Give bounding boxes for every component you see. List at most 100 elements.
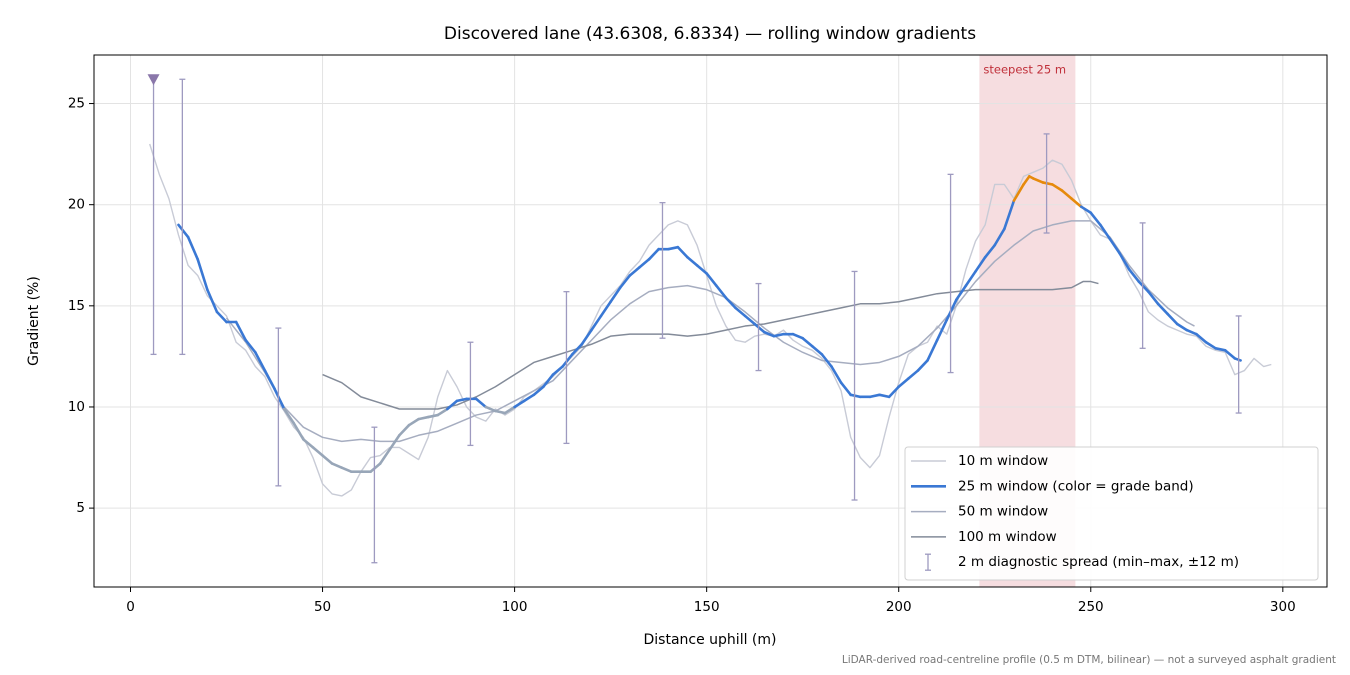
line-segment — [1070, 197, 1083, 209]
line-segment — [839, 381, 853, 397]
line-segment — [302, 438, 315, 449]
line-segment — [830, 365, 843, 384]
line-segment — [532, 385, 545, 397]
line-segment — [1118, 251, 1131, 271]
line-segment — [868, 393, 881, 399]
line-segment — [945, 298, 958, 322]
line-segment — [503, 405, 516, 415]
x-tick-label: 300 — [1270, 599, 1296, 615]
x-tick-label: 100 — [502, 599, 528, 615]
line-segment — [1233, 357, 1242, 362]
line-segment — [1099, 223, 1112, 241]
line-segment — [330, 462, 344, 469]
line-segment — [590, 314, 603, 332]
line-segment — [570, 342, 584, 356]
legend-label: 100 m window — [958, 529, 1057, 545]
line-segment — [1195, 332, 1208, 344]
line-segment — [666, 245, 680, 251]
line-segment — [628, 266, 641, 277]
y-axis-label: Gradient (%) — [26, 276, 42, 366]
line-segment — [964, 270, 977, 287]
line-segment — [791, 332, 804, 340]
line-segment — [705, 272, 718, 287]
plot-frame — [93, 54, 1328, 588]
line-segment — [762, 330, 776, 338]
line-segment — [522, 393, 536, 403]
line-segment — [820, 353, 833, 368]
line-segment — [321, 454, 334, 465]
line-segment — [234, 320, 248, 342]
line-segment — [983, 243, 997, 259]
line-segment — [1022, 175, 1031, 186]
line-segment — [1175, 322, 1189, 332]
x-tick-label: 200 — [886, 599, 912, 615]
line-segment — [436, 407, 449, 417]
legend-label: 50 m window — [958, 504, 1048, 520]
chart-title: Discovered lane (43.6308, 6.8334) — roll… — [444, 24, 976, 44]
footnote: LiDAR-derived road-centreline profile (0… — [842, 654, 1336, 666]
line-segment — [455, 397, 468, 403]
x-axis-label: Distance uphill (m) — [644, 632, 777, 648]
line-segment — [1108, 237, 1121, 255]
line-segment — [743, 314, 756, 326]
line-segment — [494, 409, 507, 415]
line — [225, 220, 1195, 443]
y-tick-label: 15 — [68, 298, 85, 314]
line-segment — [907, 369, 920, 380]
line-segment — [177, 223, 190, 239]
line-segment — [993, 227, 1006, 247]
line-segment — [955, 284, 968, 302]
line-segment — [244, 338, 257, 354]
line-segment — [1079, 205, 1093, 215]
line-segment — [417, 415, 430, 421]
line-segment — [273, 387, 286, 411]
line — [322, 280, 1099, 410]
line-segment — [887, 385, 901, 399]
line-segment — [1089, 211, 1102, 227]
line-segment — [753, 322, 766, 334]
line-segment — [369, 462, 382, 473]
x-tick-label: 150 — [694, 599, 720, 615]
line-segment — [1012, 183, 1025, 202]
x-tick-label: 250 — [1078, 599, 1104, 615]
line-segment — [1060, 189, 1073, 200]
line — [149, 143, 1272, 497]
line-segment — [1051, 183, 1064, 192]
line-segment — [801, 336, 814, 348]
line-segment — [916, 359, 929, 372]
line-segment — [398, 423, 411, 437]
line-segment — [1147, 290, 1160, 306]
line-segment — [810, 344, 824, 356]
line-segment — [599, 300, 612, 318]
line-segment — [618, 274, 632, 289]
line-segment — [974, 255, 987, 273]
line-segment — [551, 365, 564, 376]
x-tick-label: 50 — [314, 599, 331, 615]
line-segment — [196, 258, 209, 291]
line-segment — [561, 353, 574, 368]
line-segment — [878, 393, 891, 399]
line-segment — [1137, 280, 1150, 293]
line-segment — [186, 235, 200, 261]
line-segment — [724, 296, 737, 310]
line-segment — [772, 332, 785, 338]
line-segment — [1223, 349, 1237, 360]
line-segment — [1127, 268, 1141, 283]
line-segment — [254, 351, 267, 372]
highlight-label: steepest 25 m — [983, 63, 1066, 77]
line-segment — [695, 264, 708, 275]
line-segment — [734, 306, 747, 318]
line-segment — [292, 421, 305, 441]
line-segment — [388, 433, 401, 451]
line-segment — [446, 399, 459, 411]
y-tick-label: 20 — [68, 197, 85, 213]
line-segment — [340, 466, 353, 473]
line-segment — [282, 407, 296, 425]
x-tick-label: 0 — [126, 599, 135, 615]
line-segment — [609, 286, 622, 304]
line-segment — [1156, 302, 1169, 316]
line-segment — [647, 247, 660, 261]
line-segment — [714, 284, 728, 300]
line-segment — [1031, 177, 1045, 184]
